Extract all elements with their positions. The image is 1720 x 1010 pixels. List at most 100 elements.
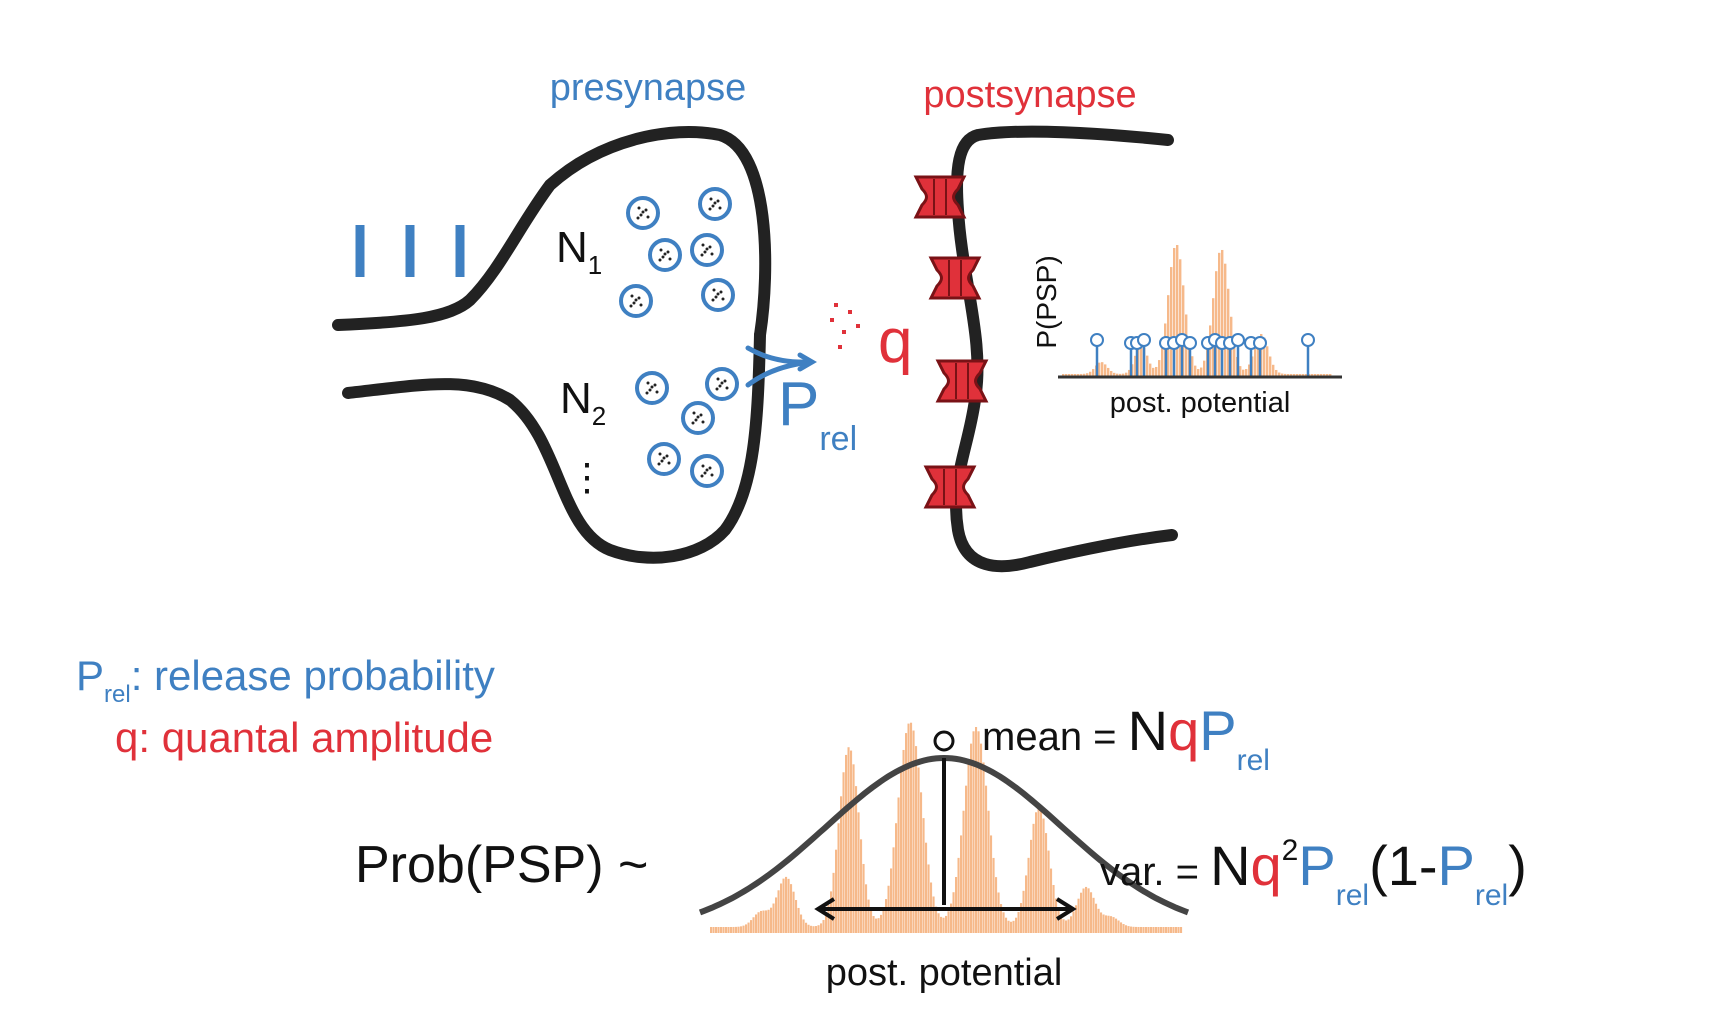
small-hist-bar	[1269, 356, 1272, 376]
vesicle-content-dot	[639, 213, 643, 217]
big-hist-bar	[810, 925, 813, 933]
big-hist-bar	[800, 914, 803, 933]
big-hist-bar	[1175, 927, 1178, 933]
big-hist-bar	[1057, 908, 1060, 933]
small-hist-bar	[1089, 371, 1092, 376]
big-hist-bar	[967, 762, 970, 933]
vesicle-content-dot	[713, 201, 717, 205]
big-hist-bar	[1082, 888, 1085, 933]
vesicle-content-dot	[719, 290, 723, 294]
big-hist-bar	[1180, 927, 1183, 933]
small-hist-bar	[1323, 374, 1326, 376]
mean-marker	[933, 730, 955, 752]
nt-dot	[838, 345, 842, 349]
big-hist-bar	[1105, 915, 1108, 933]
big-hist-bar	[855, 786, 858, 933]
vesicle-content-dot	[716, 199, 720, 203]
small-hist-bar	[1086, 373, 1089, 376]
big-hist-bar	[737, 926, 740, 933]
small-hist-bar	[1293, 373, 1296, 376]
legend: Prel: release probability q: quantal amp…	[76, 652, 495, 761]
big-x-axis-label: post. potential	[826, 952, 1063, 994]
big-hist-bar	[937, 913, 940, 933]
vesicle-content-dot	[632, 301, 636, 305]
big-hist-bar	[912, 730, 915, 933]
big-hist-bar	[947, 911, 950, 933]
small-hist-bar	[1116, 373, 1119, 376]
big-hist-bar	[1110, 916, 1113, 933]
nt-dot	[834, 303, 838, 307]
small-hist-bar	[1227, 288, 1230, 376]
small-histogram	[1062, 245, 1332, 376]
big-hist-bar	[950, 903, 953, 933]
small-hist-bar	[1233, 340, 1236, 376]
vesicle-content-dot	[644, 208, 648, 212]
vesicle-content-dot	[725, 386, 729, 390]
big-hist-bar	[1022, 890, 1025, 933]
vesicle-content-dot	[650, 385, 654, 389]
big-hist-bar	[900, 772, 903, 933]
big-hist-bar	[1030, 839, 1033, 933]
small-hist-bar	[1146, 355, 1149, 376]
big-hist-bar	[952, 892, 955, 933]
vesicle	[701, 278, 735, 312]
vesicles	[619, 187, 739, 488]
small-hist-bar	[1329, 374, 1332, 376]
big-hist-bar	[1062, 919, 1065, 933]
vesicle-content-dot	[714, 295, 718, 299]
vesicle-content-dot	[667, 461, 671, 465]
vesicle-content-dot	[700, 253, 704, 257]
big-hist-bar	[902, 749, 905, 933]
big-hist-bar	[925, 842, 928, 933]
big-hist-bar	[870, 909, 873, 933]
big-hist-bar	[972, 731, 975, 933]
big-hist-bar	[1122, 924, 1125, 933]
big-hist-bar	[975, 726, 978, 933]
big-hist-bar	[1117, 920, 1120, 933]
vesicle	[705, 367, 739, 401]
big-hist-bar	[850, 750, 853, 933]
big-hist-bar	[942, 917, 945, 933]
vesicle-content-dot	[637, 206, 641, 210]
small-hist-bar	[1281, 373, 1284, 376]
big-hist-bar	[715, 927, 718, 933]
big-hist-bar	[1107, 915, 1110, 933]
big-hist-bar	[897, 797, 900, 933]
vesicle-content-dot	[666, 250, 670, 254]
big-hist-bar	[795, 900, 798, 933]
big-hist-bar	[1100, 912, 1103, 933]
big-hist-bar	[752, 917, 755, 933]
big-hist-bar	[725, 926, 728, 933]
big-hist-bar	[857, 812, 860, 933]
big-hist-bar	[1130, 926, 1133, 933]
big-hist-bar	[992, 857, 995, 933]
big-hist-bar	[757, 912, 760, 933]
small-hist-bar	[1128, 369, 1131, 376]
big-hist-bar	[1127, 926, 1130, 933]
neurotransmitter-dots	[830, 303, 860, 349]
big-hist-bar	[1080, 892, 1083, 933]
big-hist-bar	[985, 785, 988, 933]
vesicle-content-dot	[710, 473, 714, 477]
big-hist-bar	[1040, 809, 1043, 933]
vesicle-content-dot	[711, 298, 715, 302]
small-hist-bar	[1119, 373, 1122, 376]
small-hist-bar	[1077, 373, 1080, 376]
big-hist-bar	[1102, 914, 1105, 933]
big-hist-bar	[905, 733, 908, 933]
receptor-body	[928, 256, 982, 300]
big-hist-bar	[712, 927, 715, 933]
receptors	[913, 175, 989, 509]
big-hist-bar	[957, 857, 960, 933]
small-hist-bar	[1101, 362, 1104, 376]
vesicle-content-dot	[709, 197, 713, 201]
big-hist-bar	[765, 910, 768, 933]
prob-psp-label: Prob(PSP) ~	[355, 836, 648, 894]
small-hist-bar	[1179, 259, 1182, 376]
presynaptic-membrane-upper	[332, 126, 772, 341]
big-hist-bar	[787, 878, 790, 933]
presynapse-group: presynapse N1 N2 ⋮ Prel	[332, 67, 857, 564]
big-hist-bar	[710, 927, 713, 933]
big-hist-bar	[1160, 927, 1163, 933]
